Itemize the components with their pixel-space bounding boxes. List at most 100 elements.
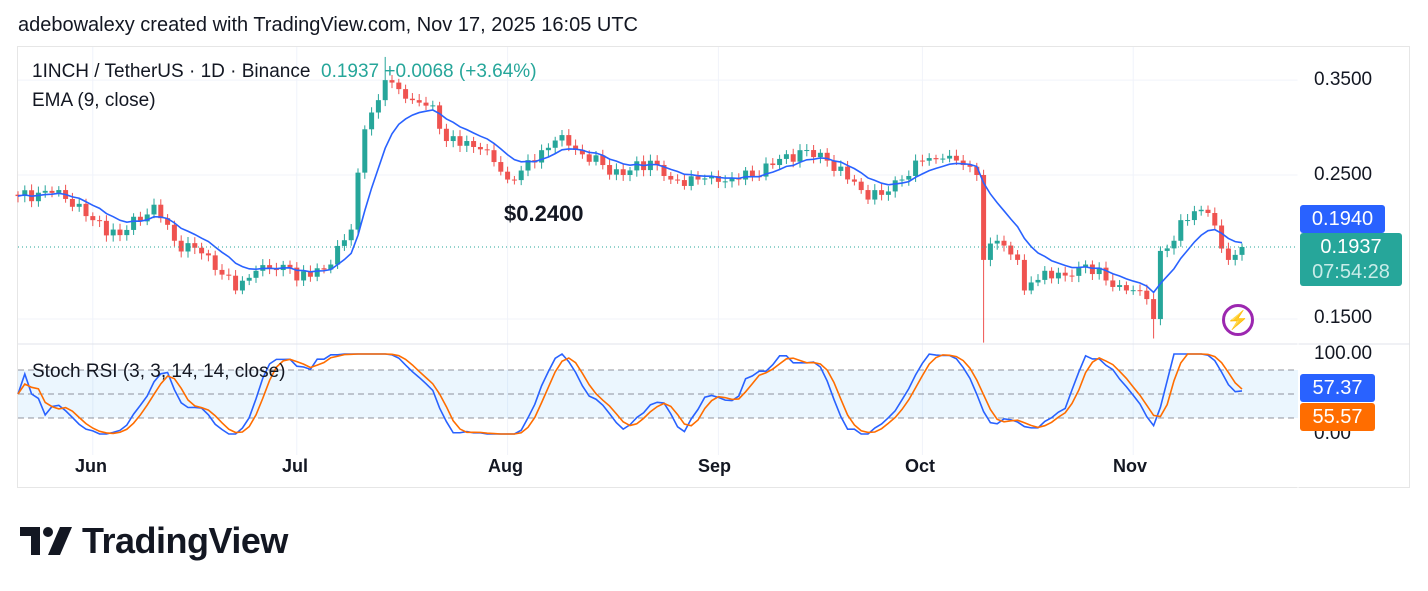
candle-body xyxy=(518,170,524,181)
symbol-legend[interactable]: 1INCH / TetherUS · 1D · Binance 0.1937 +… xyxy=(32,61,537,83)
candle-body xyxy=(348,229,354,241)
candle-body xyxy=(1219,225,1225,249)
candle-body xyxy=(491,150,497,163)
candle-body xyxy=(69,198,75,207)
candle-body xyxy=(1178,220,1184,241)
candle-body xyxy=(314,268,320,277)
candle-body xyxy=(709,176,715,179)
candle-body xyxy=(634,161,640,171)
stoch-rsi-legend[interactable]: Stoch RSI (3, 3, 14, 14, close) xyxy=(32,361,286,382)
candle-body xyxy=(811,150,817,158)
candle-body xyxy=(205,253,211,256)
ema-legend[interactable]: EMA (9, close) xyxy=(32,90,156,111)
candle-body xyxy=(627,170,633,175)
candle-body xyxy=(151,204,157,215)
candle-body xyxy=(362,129,368,173)
last-price: 0.1937 xyxy=(321,61,380,82)
candle-body xyxy=(1239,246,1245,255)
candle-body xyxy=(409,98,415,101)
candle-body xyxy=(144,214,150,222)
candle-body xyxy=(675,179,681,181)
candle-body xyxy=(933,158,939,160)
candle-body xyxy=(566,135,572,146)
candle-body xyxy=(613,169,619,175)
candle-body xyxy=(83,203,89,217)
candle-body xyxy=(355,172,361,230)
ema-price-tag: 0.1940 xyxy=(1300,205,1385,233)
candle-body xyxy=(423,102,429,106)
candle-body xyxy=(131,216,137,230)
candle-body xyxy=(1021,259,1027,291)
lightning-alert-icon[interactable]: ⚡ xyxy=(1222,304,1254,336)
candle-body xyxy=(559,135,565,141)
symbol-title: 1INCH / TetherUS · 1D · Binance xyxy=(32,61,311,82)
candle-body xyxy=(437,105,443,129)
candle-body xyxy=(403,89,409,99)
month-label: Oct xyxy=(905,456,936,476)
candle-body xyxy=(1198,209,1204,212)
candle-body xyxy=(375,100,381,113)
logo-text: TradingView xyxy=(82,520,288,561)
candle-body xyxy=(1185,220,1191,222)
candle-body xyxy=(838,166,844,171)
candle-body xyxy=(777,158,783,166)
candle-body xyxy=(681,180,687,186)
candle-body xyxy=(743,170,749,180)
candle-body xyxy=(879,190,885,195)
candle-body xyxy=(539,150,545,163)
candle-body xyxy=(885,191,891,195)
candle-body xyxy=(525,160,531,171)
candle-body xyxy=(763,163,769,177)
candle-body xyxy=(430,105,436,107)
candle-body xyxy=(307,271,313,277)
price-tick: 0.3500 xyxy=(1314,69,1373,90)
price-change: +0.0068 (+3.64%) xyxy=(384,61,537,82)
candle-body xyxy=(586,154,592,162)
candle-body xyxy=(1137,290,1143,292)
candle-body xyxy=(668,175,674,180)
candle-body xyxy=(1164,248,1170,251)
candle-body xyxy=(199,247,205,254)
tradingview-logo[interactable]: TradingView xyxy=(20,520,288,562)
month-label: Nov xyxy=(1113,456,1148,476)
bar-countdown: 07:54:28 xyxy=(1312,261,1390,283)
candle-body xyxy=(192,243,198,248)
candle-body xyxy=(1015,254,1021,260)
candle-body xyxy=(715,176,721,182)
candle-body xyxy=(396,82,402,90)
last-price-value: 0.1937 xyxy=(1320,236,1382,258)
candle-body xyxy=(450,136,456,142)
candle-body xyxy=(913,160,919,176)
candle-body xyxy=(328,264,334,270)
candle-body xyxy=(1055,272,1061,279)
candle-body xyxy=(858,181,864,191)
candle-body xyxy=(872,190,878,200)
candle-body xyxy=(49,190,55,193)
candle-body xyxy=(1232,254,1238,260)
candle-body xyxy=(1212,212,1218,226)
candle-body xyxy=(498,162,504,172)
candle-body xyxy=(22,190,28,197)
candle-body xyxy=(1103,267,1109,281)
candle-body xyxy=(443,128,449,142)
last-price-tag: 0.1937 07:54:28 xyxy=(1300,233,1402,286)
candle-body xyxy=(545,147,551,151)
candle-body xyxy=(185,243,191,252)
candle-body xyxy=(212,255,218,270)
candle-body xyxy=(1130,290,1136,292)
candle-body xyxy=(947,155,953,159)
candle-body xyxy=(158,204,164,219)
candle-body xyxy=(817,152,823,158)
candle-body xyxy=(178,240,184,252)
candle-body xyxy=(233,275,239,291)
candle-body xyxy=(1096,267,1102,275)
candle-body xyxy=(389,80,395,83)
candle-body xyxy=(797,150,803,162)
candle-body xyxy=(1123,285,1129,291)
tradingview-logo-icon xyxy=(20,527,72,555)
candle-body xyxy=(661,164,667,176)
candle-body xyxy=(620,169,626,175)
candle-body xyxy=(103,220,109,236)
candle-body xyxy=(647,160,653,171)
